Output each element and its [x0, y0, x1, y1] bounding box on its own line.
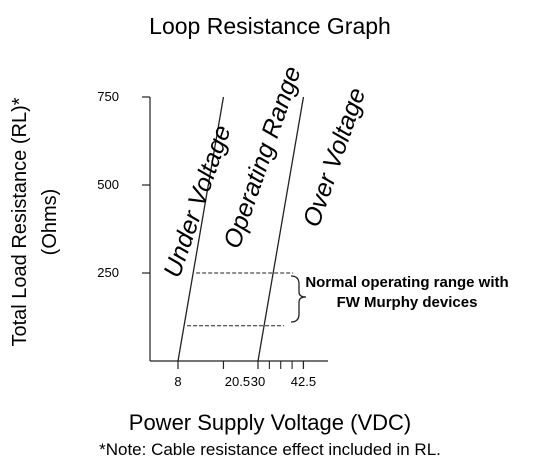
y-tick-label: 750 [97, 89, 119, 104]
region-label-under-voltage: Under Voltage [158, 122, 236, 281]
y-tick-label: 250 [97, 265, 119, 280]
x-ticks: 8 20.5 30 42.5 [174, 361, 316, 389]
chart-title: Loop Resistance Graph [149, 13, 391, 39]
annotation-line1: Normal operating range with [305, 274, 508, 291]
x-tick-label: 20.5 [225, 374, 250, 389]
x-tick-label: 8 [174, 374, 181, 389]
min-voltage-line [177, 96, 225, 362]
y-tick-label: 500 [97, 177, 119, 192]
x-tick-label: 30 [251, 374, 265, 389]
annotation-brace [290, 275, 307, 323]
region-label-over-voltage: Over Voltage [298, 84, 372, 230]
y-ticks: 250 500 750 [97, 89, 150, 280]
series-lines [177, 96, 305, 362]
max-voltage-line [257, 96, 305, 362]
footnote: *Note: Cable resistance effect included … [99, 440, 441, 459]
x-tick-label: 42.5 [291, 374, 316, 389]
x-axis-label: Power Supply Voltage (VDC) [129, 410, 411, 435]
y-axis-label: Total Load Resistance (RL)* (Ohms) [9, 97, 61, 346]
y-axis-label-line2: (Ohms) [39, 189, 61, 256]
y-axis-label-line1: Total Load Resistance (RL)* [9, 97, 31, 346]
operating-band-lines [187, 272, 294, 327]
annotation-line2: FW Murphy devices [337, 294, 478, 311]
